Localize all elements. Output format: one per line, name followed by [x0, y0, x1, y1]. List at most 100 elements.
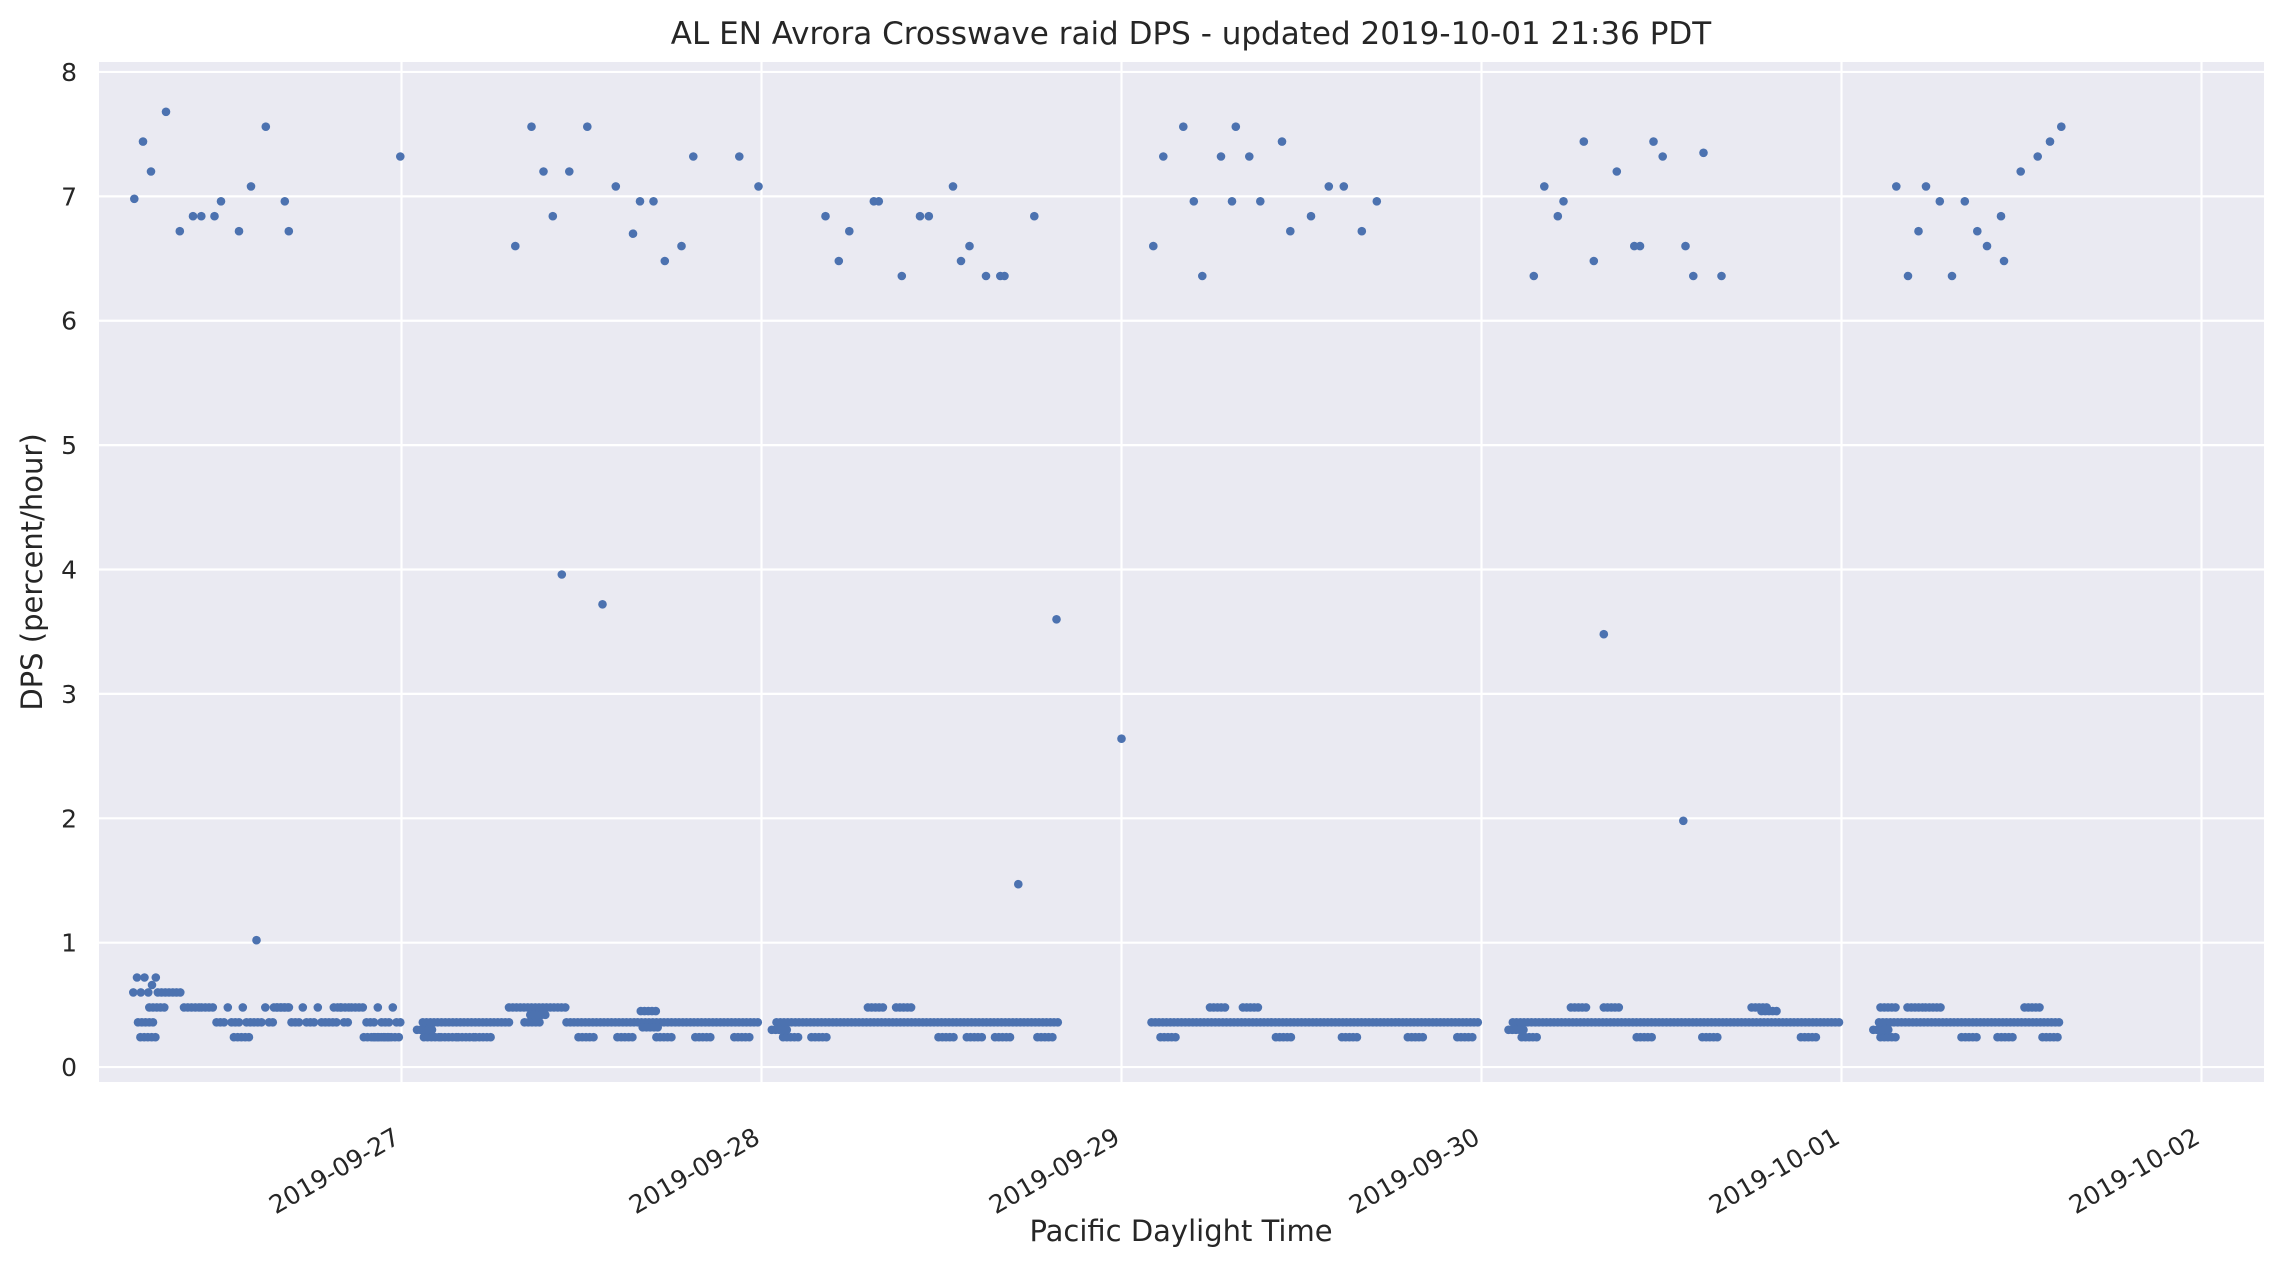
data-point — [1579, 137, 1589, 146]
data-point — [1324, 182, 1334, 191]
data-point — [252, 935, 261, 945]
data-point — [1999, 256, 2009, 266]
data-point — [1159, 152, 1168, 161]
data-point — [878, 1003, 888, 1012]
data-point — [343, 1018, 353, 1027]
data-point — [197, 211, 206, 221]
data-point — [1982, 241, 1992, 251]
data-point — [148, 1018, 158, 1027]
data-point — [1914, 226, 1923, 236]
data-point — [1699, 148, 1708, 158]
data-point — [208, 1003, 218, 1012]
data-point — [782, 1025, 792, 1035]
data-point — [1903, 271, 1913, 281]
x-tick-label: 2019-09-29 — [984, 1122, 1124, 1220]
data-point — [219, 1018, 229, 1027]
data-point — [667, 1032, 676, 1042]
y-tick-label: 5 — [61, 431, 77, 460]
data-point — [1179, 122, 1188, 131]
data-point — [753, 1018, 763, 1027]
data-point — [1468, 1032, 1477, 1042]
y-tick-label: 8 — [61, 58, 77, 87]
data-point — [261, 122, 271, 131]
data-point — [1834, 1018, 1844, 1027]
data-point — [223, 1003, 233, 1012]
data-point — [1418, 1032, 1428, 1042]
data-point — [1473, 1018, 1483, 1027]
data-point — [611, 182, 621, 191]
data-point — [2033, 152, 2042, 161]
data-point — [1245, 152, 1254, 161]
data-point — [1891, 1003, 1900, 1012]
data-point — [486, 1032, 495, 1042]
data-point — [1599, 629, 1609, 639]
data-point — [1689, 271, 1698, 281]
data-point — [504, 1018, 514, 1027]
data-point — [915, 211, 925, 221]
data-point — [384, 1018, 394, 1027]
data-point — [1884, 1025, 1893, 1035]
data-point — [845, 226, 854, 236]
data-point — [1030, 211, 1039, 221]
data-point — [1220, 1003, 1230, 1012]
data-point — [1589, 256, 1599, 266]
data-point — [956, 256, 966, 266]
data-point — [598, 600, 607, 609]
data-point — [1532, 1032, 1541, 1042]
data-point — [1171, 1032, 1180, 1042]
data-point — [1231, 122, 1241, 131]
data-point — [2054, 1018, 2064, 1027]
data-point — [949, 1032, 958, 1042]
data-point — [1005, 1032, 1015, 1042]
data-point — [132, 973, 142, 982]
data-point — [244, 1032, 254, 1042]
data-point — [981, 271, 991, 281]
data-point — [261, 1003, 270, 1012]
data-point — [1647, 1032, 1656, 1042]
data-point — [1053, 1018, 1063, 1027]
data-point — [548, 211, 558, 221]
data-point — [1947, 271, 1957, 281]
data-point — [1306, 211, 1316, 221]
data-point — [1559, 197, 1568, 206]
data-point — [660, 256, 670, 266]
data-point — [948, 182, 958, 191]
data-point — [1635, 241, 1645, 251]
data-point — [1048, 1032, 1057, 1042]
data-point — [1372, 197, 1382, 206]
x-tick-label: 2019-09-27 — [264, 1122, 404, 1220]
data-point — [1286, 226, 1295, 236]
data-point — [1198, 271, 1207, 281]
data-point — [394, 1032, 404, 1042]
data-point — [822, 1032, 831, 1042]
data-point — [561, 1003, 570, 1012]
data-point — [144, 988, 153, 997]
data-point — [754, 182, 763, 191]
x-tick-label: 2019-09-30 — [1344, 1122, 1484, 1220]
data-point — [146, 167, 156, 176]
data-point — [344, 1003, 354, 1012]
data-point — [1000, 271, 1009, 281]
data-point — [234, 1018, 244, 1027]
data-point — [965, 241, 974, 251]
data-point — [1553, 211, 1563, 221]
data-point — [628, 229, 638, 238]
data-point — [2053, 1032, 2062, 1042]
data-point — [1357, 226, 1367, 236]
data-point — [1996, 211, 2006, 221]
data-point — [140, 973, 149, 982]
data-point — [1014, 879, 1023, 889]
data-point — [136, 988, 146, 997]
data-point — [358, 1003, 368, 1012]
data-point — [1253, 1003, 1263, 1012]
data-point — [589, 1032, 598, 1042]
data-point — [1286, 1032, 1296, 1042]
data-point — [1519, 1025, 1528, 1035]
data-point — [635, 197, 645, 206]
data-point — [677, 241, 686, 251]
data-point — [834, 256, 844, 266]
data-point — [689, 152, 698, 161]
data-point — [1960, 197, 1970, 206]
data-point — [1935, 197, 1945, 206]
